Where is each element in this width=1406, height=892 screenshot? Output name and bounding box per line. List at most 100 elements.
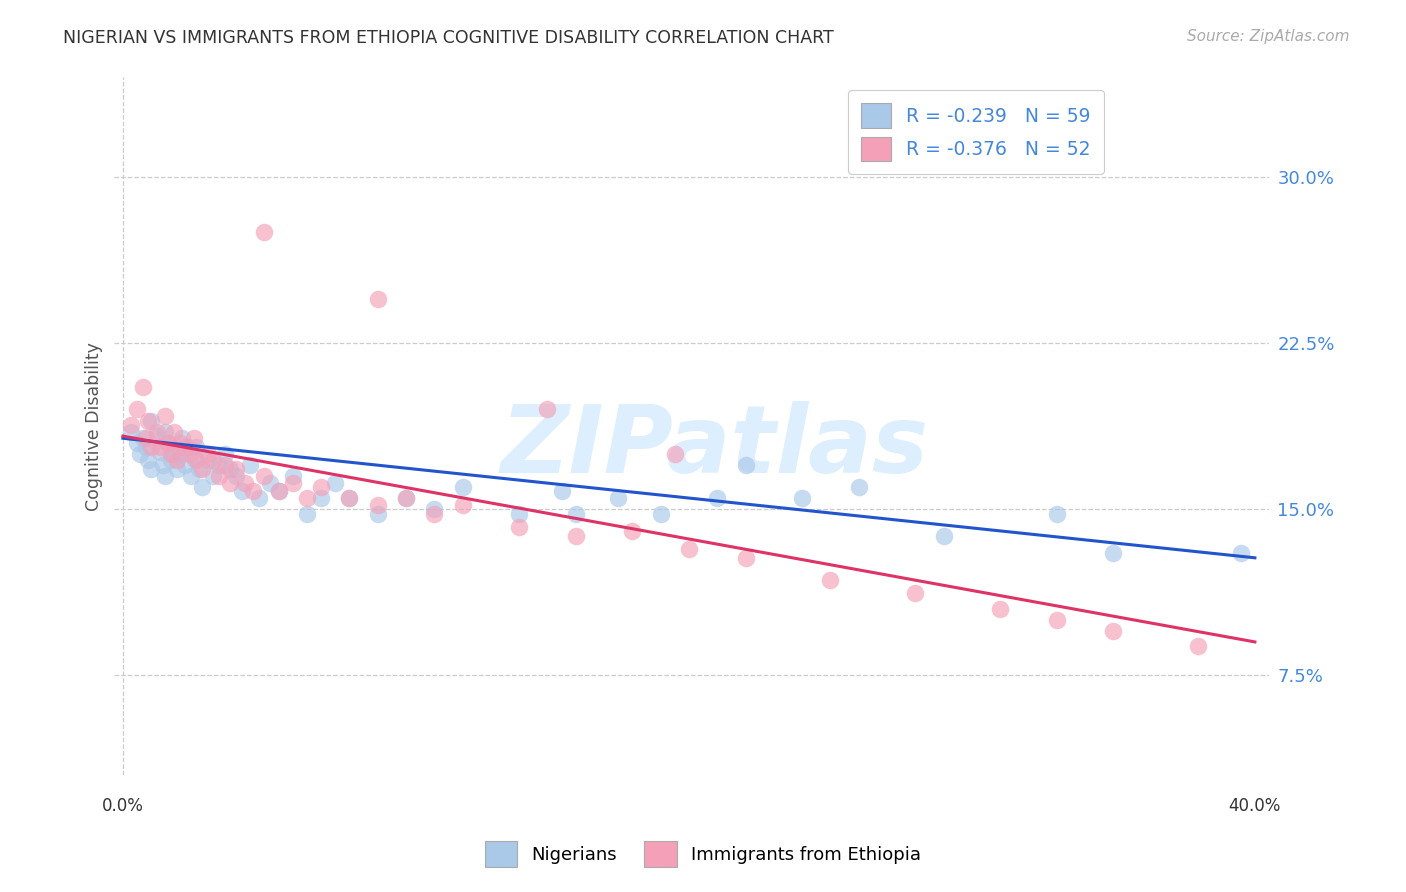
Point — [125, 435, 148, 450]
Y-axis label: Cognitive Disability: Cognitive Disability — [86, 342, 103, 510]
Point — [163, 425, 186, 439]
Point — [146, 429, 169, 443]
Point — [1229, 546, 1251, 560]
Point — [550, 484, 572, 499]
Point — [219, 475, 242, 490]
Point — [128, 447, 150, 461]
Point — [848, 480, 870, 494]
Point — [508, 507, 530, 521]
Point — [706, 491, 728, 505]
Point — [451, 480, 474, 494]
Point — [163, 447, 186, 461]
Point — [1102, 546, 1125, 560]
Point — [152, 458, 174, 472]
Point — [132, 380, 155, 394]
Point — [146, 425, 169, 439]
Text: 0.0%: 0.0% — [103, 797, 143, 815]
Point — [180, 447, 202, 461]
Point — [183, 431, 205, 445]
Point — [932, 529, 955, 543]
Point — [253, 226, 276, 240]
Text: Source: ZipAtlas.com: Source: ZipAtlas.com — [1187, 29, 1350, 44]
Point — [1046, 613, 1069, 627]
Point — [281, 475, 304, 490]
Legend: R = -0.239   N = 59, R = -0.376   N = 52: R = -0.239 N = 59, R = -0.376 N = 52 — [848, 90, 1104, 174]
Point — [174, 458, 197, 472]
Point — [259, 475, 281, 490]
Point — [281, 469, 304, 483]
Point — [186, 440, 208, 454]
Point — [239, 458, 262, 472]
Point — [790, 491, 813, 505]
Point — [135, 431, 157, 445]
Point — [160, 453, 183, 467]
Point — [155, 425, 177, 439]
Point — [225, 462, 247, 476]
Point — [138, 453, 160, 467]
Point — [202, 469, 225, 483]
Point — [267, 484, 290, 499]
Point — [138, 413, 160, 427]
Point — [395, 491, 418, 505]
Point — [242, 484, 264, 499]
Point — [141, 440, 163, 454]
Point — [125, 402, 148, 417]
Point — [166, 453, 188, 467]
Legend: Nigerians, Immigrants from Ethiopia: Nigerians, Immigrants from Ethiopia — [478, 834, 928, 874]
Point — [337, 491, 360, 505]
Point — [1046, 507, 1069, 521]
Point — [177, 440, 200, 454]
Point — [180, 469, 202, 483]
Point — [186, 453, 208, 467]
Point — [267, 484, 290, 499]
Point — [367, 292, 389, 306]
Point — [451, 498, 474, 512]
Point — [132, 431, 155, 445]
Point — [295, 507, 318, 521]
Point — [183, 451, 205, 466]
Point — [219, 462, 242, 476]
Point — [214, 458, 236, 472]
Point — [166, 462, 188, 476]
Point — [323, 475, 346, 490]
Point — [247, 491, 270, 505]
Point — [309, 491, 332, 505]
Point — [508, 520, 530, 534]
Point — [157, 435, 180, 450]
Point — [169, 447, 191, 461]
Point — [231, 484, 253, 499]
Point — [135, 440, 157, 454]
Point — [191, 462, 214, 476]
Point — [197, 453, 219, 467]
Point — [214, 447, 236, 461]
Point — [367, 507, 389, 521]
Point — [202, 453, 225, 467]
Point — [988, 601, 1011, 615]
Point — [395, 491, 418, 505]
Point — [678, 541, 700, 556]
Point — [149, 440, 172, 454]
Point — [337, 491, 360, 505]
Point — [564, 507, 586, 521]
Point — [607, 491, 630, 505]
Point — [141, 413, 163, 427]
Point — [174, 440, 197, 454]
Point — [564, 529, 586, 543]
Point — [191, 480, 214, 494]
Text: 40.0%: 40.0% — [1229, 797, 1281, 815]
Point — [160, 447, 183, 461]
Point — [423, 502, 446, 516]
Point — [155, 469, 177, 483]
Point — [120, 425, 142, 439]
Point — [141, 462, 163, 476]
Point — [197, 447, 219, 461]
Point — [621, 524, 644, 539]
Point — [157, 435, 180, 450]
Point — [169, 435, 191, 450]
Point — [904, 586, 927, 600]
Point — [536, 402, 558, 417]
Text: NIGERIAN VS IMMIGRANTS FROM ETHIOPIA COGNITIVE DISABILITY CORRELATION CHART: NIGERIAN VS IMMIGRANTS FROM ETHIOPIA COG… — [63, 29, 834, 46]
Point — [1102, 624, 1125, 638]
Point — [188, 462, 211, 476]
Point — [208, 469, 231, 483]
